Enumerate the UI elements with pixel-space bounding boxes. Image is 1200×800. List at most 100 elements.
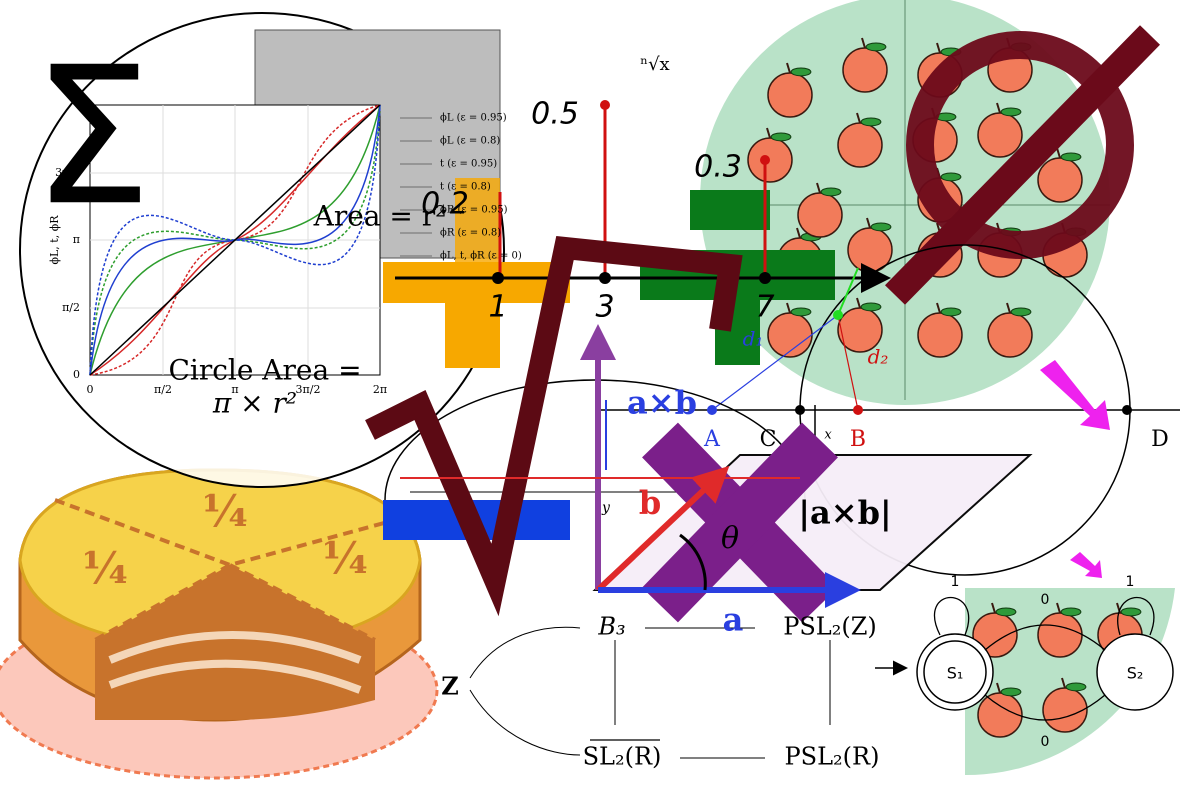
legend-entry: t (ε = 0.95): [440, 159, 497, 170]
y-tick-label: π: [73, 233, 80, 246]
stem: [796, 227, 801, 239]
curve: [89, 104, 381, 376]
cake-layers: [108, 631, 362, 694]
curve: [89, 104, 381, 376]
stem: [766, 127, 771, 139]
stem: [996, 102, 1001, 114]
legend-entry: ϕL (ε = 0.8): [440, 136, 500, 147]
vector-b: [595, 465, 730, 593]
leaf: [790, 67, 812, 77]
peach: [977, 692, 1023, 738]
stem: [816, 182, 821, 194]
point: [1122, 405, 1132, 415]
quarter-label: ¼: [82, 544, 128, 595]
leaf: [865, 42, 887, 52]
vector-label: a: [723, 601, 744, 639]
stem: [861, 37, 866, 49]
d1-line: [711, 314, 839, 411]
stem: [991, 602, 996, 614]
stem: [1006, 302, 1011, 314]
leaf: [1060, 152, 1082, 162]
magenta-arrow: [1040, 360, 1110, 430]
leaf: [1065, 682, 1087, 692]
orange-block: [383, 262, 570, 368]
point: [492, 272, 504, 284]
transitions: [933, 596, 1155, 721]
leaf: [870, 222, 892, 232]
distance-label: d₁: [743, 327, 764, 351]
circle-area: Circle Area =: [168, 354, 361, 387]
diagram-node: PSL₂(R): [785, 743, 880, 771]
point: [707, 405, 717, 415]
cross: [642, 422, 838, 623]
leaf: [1000, 687, 1022, 697]
y-label: y: [601, 500, 611, 516]
state: [1096, 633, 1174, 711]
x-tick-label: π/2: [154, 383, 172, 396]
d2-line: [837, 314, 859, 411]
leaf: [1010, 307, 1032, 317]
plot: [89, 104, 432, 376]
x-tick-label: π: [231, 383, 238, 396]
cake-cuts: [54, 498, 396, 642]
point: [759, 272, 771, 284]
stem: [1061, 677, 1066, 689]
stem: [996, 682, 1001, 694]
peaches: [972, 602, 1143, 738]
transition-label: 1: [1126, 574, 1135, 590]
state: [916, 633, 994, 711]
leaf: [860, 302, 882, 312]
tangent: [837, 267, 859, 316]
y-tick-label: π/2: [62, 301, 80, 314]
peach: [977, 112, 1023, 158]
peach: [987, 312, 1033, 358]
leaf: [940, 172, 962, 182]
stem: [786, 62, 791, 74]
leaf: [860, 117, 882, 127]
point-label: A: [703, 427, 721, 452]
empty-set: [906, 31, 1134, 259]
orange-block: [455, 178, 500, 262]
y-tick-label: 3π/2: [55, 166, 80, 179]
root-label: ⁿ√x: [640, 54, 669, 75]
point: [833, 310, 843, 320]
cross-label: a×b: [627, 384, 697, 422]
leaf: [995, 607, 1017, 617]
diagram-node: B₃: [597, 613, 625, 641]
point: [599, 272, 611, 284]
peach: [767, 72, 813, 118]
stem: [856, 297, 861, 309]
leaf: [770, 132, 792, 142]
peach: [837, 122, 883, 168]
state-label: S₁: [947, 664, 964, 683]
curve: [89, 104, 381, 376]
sigma: Σ: [32, 26, 152, 247]
y-tick-label: 0: [73, 368, 80, 381]
diagram-arrows: [469, 626, 831, 759]
legend-entry: t (ε = 0.8): [440, 182, 491, 193]
tick-label: 1: [488, 290, 507, 325]
legend-entry: ϕL (ε = 0.95): [440, 113, 507, 124]
legend-lines: [400, 117, 432, 257]
stem: [786, 302, 791, 314]
stem-head: [600, 100, 610, 110]
stem-label: 0.2: [421, 187, 469, 222]
legend-entry: ϕR (ε = 0.8): [440, 228, 501, 239]
area-label: Area = r²: [313, 200, 447, 233]
angle: [679, 533, 707, 591]
diagram-node: Z: [441, 672, 459, 701]
legend-entry: ϕL, t, ϕR (ε = 0): [440, 251, 522, 262]
leaf: [1120, 607, 1142, 617]
diagram-node: PSL₂(Z): [783, 613, 877, 641]
peach: [1037, 612, 1083, 658]
x-tick-label: 0: [87, 383, 94, 396]
vector-label: b: [639, 484, 661, 522]
quarter-label: ¼: [322, 534, 368, 585]
leaf: [790, 307, 812, 317]
x-tick-label: 2π: [373, 383, 387, 396]
point: [853, 405, 863, 415]
peach: [1037, 157, 1083, 203]
x-tick-label: 3π/2: [296, 383, 321, 396]
tick-label: 3: [595, 290, 614, 325]
stem: [936, 302, 941, 314]
